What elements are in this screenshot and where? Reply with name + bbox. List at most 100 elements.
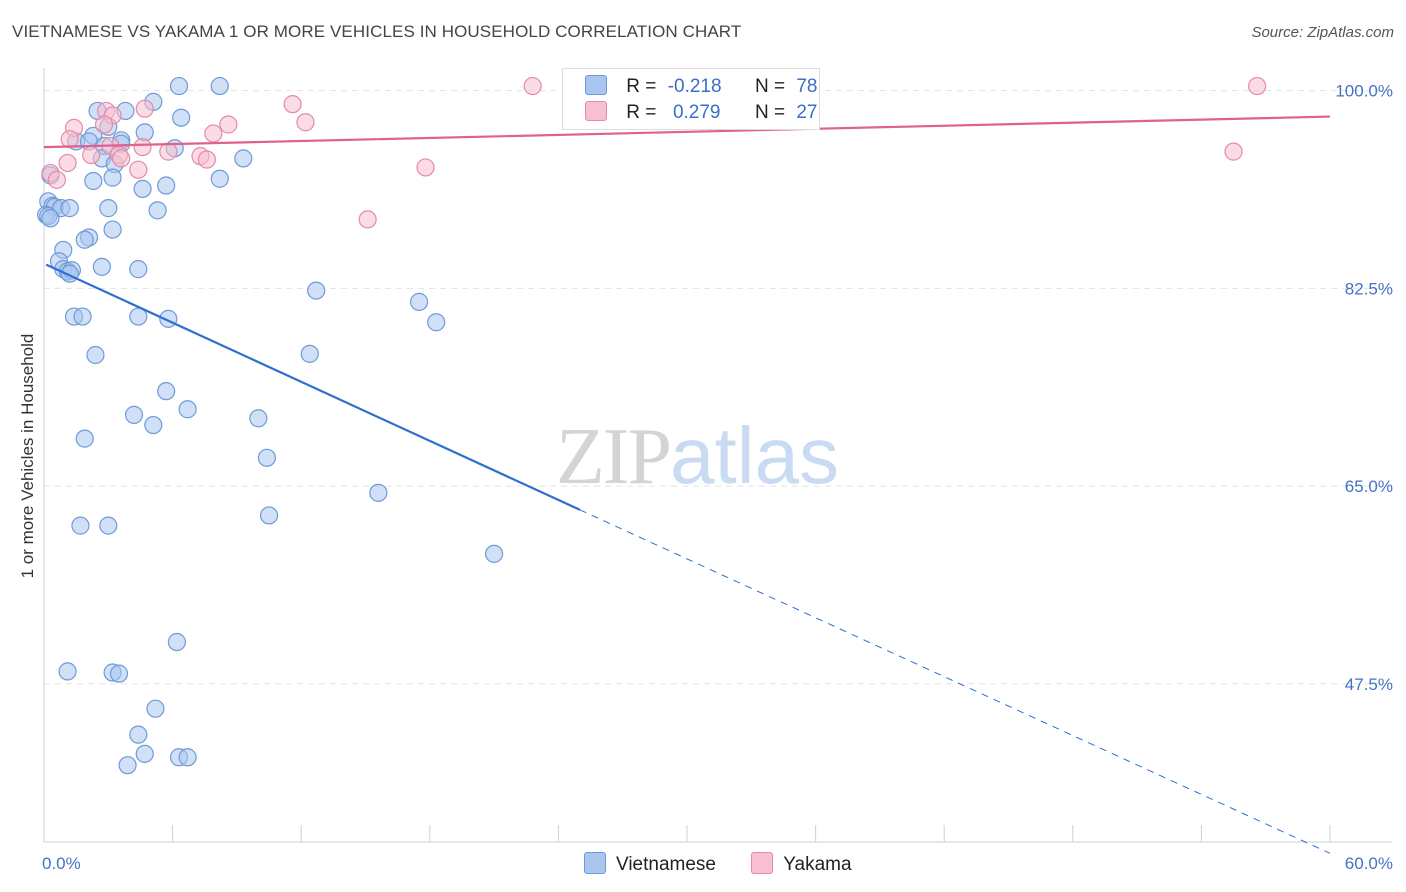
vietnamese-point: [92, 257, 111, 276]
source-label: Source: ZipAtlas.com: [1251, 24, 1394, 41]
yakama-point: [60, 130, 79, 149]
chart-title: VIETNAMESE VS YAKAMA 1 OR MORE VEHICLES …: [12, 22, 742, 41]
y-tick-label: 82.5%: [1345, 279, 1393, 298]
yakama-swatch: [585, 101, 607, 121]
watermark-atlas: atlas: [670, 411, 839, 500]
legend-item-yakama: Yakama: [751, 852, 852, 876]
vietnamese-point: [75, 230, 94, 249]
yakama-point: [112, 149, 131, 168]
vietnamese-point: [369, 483, 388, 502]
legend-label-vietnamese: Vietnamese: [616, 854, 716, 875]
vietnamese-point: [257, 448, 277, 467]
vietnamese-point: [99, 516, 118, 535]
y-tick-label: 100.0%: [1335, 82, 1393, 101]
yakama-point: [159, 142, 178, 161]
vietnamese-point: [75, 429, 94, 448]
vietnamese-point: [129, 260, 148, 279]
n-value: 78: [796, 76, 818, 97]
vietnamese-point: [133, 179, 152, 199]
vietnamese-point: [103, 168, 122, 187]
y-tick-label: 47.5%: [1345, 675, 1393, 694]
gridlines: [44, 90, 1392, 685]
vietnamese-point: [157, 382, 176, 401]
trend-lines: [43, 115, 1331, 854]
vietnamese-point: [86, 345, 105, 365]
vietnamese-point: [124, 405, 144, 424]
vietnamese-point: [234, 149, 253, 168]
vietnamese-point: [60, 199, 79, 218]
n-value: 27: [796, 102, 818, 123]
vietnamese-point: [249, 409, 268, 428]
yakama-point: [358, 210, 377, 229]
yakama-point: [283, 95, 302, 114]
vietnamese-point: [307, 281, 326, 300]
vietnamese-point: [409, 292, 429, 311]
n-label: N =: [754, 76, 786, 97]
vietnamese-point: [135, 744, 154, 763]
legend-label-yakama: Yakama: [783, 854, 852, 875]
yakama-point: [1224, 142, 1243, 161]
legend-row-vietnamese: R = -0.218 N = 78: [585, 75, 817, 99]
yakama-point: [416, 158, 435, 177]
yakama-point: [47, 170, 66, 189]
vietnamese-point: [259, 506, 279, 525]
vietnamese-point: [41, 209, 60, 228]
yakama-point: [296, 113, 315, 132]
legend-item-vietnamese: Vietnamese: [584, 852, 716, 876]
yakama-point: [219, 115, 238, 134]
yakama-point: [133, 137, 152, 157]
axes: [43, 68, 1392, 843]
vietnamese-point: [129, 725, 148, 744]
vietnamese-point: [84, 171, 103, 191]
yakama-point: [135, 99, 154, 118]
x-tick-label: 60.0%: [1345, 854, 1393, 873]
yakama-point: [197, 150, 216, 169]
vietnamese-trend-line: [45, 263, 581, 511]
yakama-point: [58, 153, 77, 173]
vietnamese-point: [172, 108, 191, 127]
vietnamese-point: [99, 199, 118, 218]
vietnamese-swatch: [585, 75, 607, 95]
vietnamese-point: [167, 632, 186, 652]
vietnamese-point: [485, 544, 504, 563]
stats-legend: R = -0.218 N = 78 R = 0.279 N = 27: [562, 68, 820, 130]
r-label: R =: [626, 102, 657, 123]
tick-labels: 100.0% 82.5% 65.0% 47.5% 0.0% 60.0%: [42, 82, 1393, 873]
vietnamese-point: [118, 756, 137, 775]
yakama-point: [1248, 76, 1267, 96]
vietnamese-point: [144, 415, 163, 435]
yakama-point: [94, 115, 114, 134]
vietnamese-point: [210, 76, 229, 96]
yakama-point: [204, 124, 223, 143]
series-legend: Vietnamese Yakama: [584, 852, 882, 876]
vietnamese-point: [103, 220, 122, 239]
legend-row-yakama: R = 0.279 N = 27: [585, 101, 817, 125]
vietnamese-point: [71, 516, 90, 535]
yakama-swatch: [751, 852, 774, 874]
yakama-point: [523, 76, 542, 96]
yakama-point: [82, 145, 101, 165]
r-value: 0.279: [667, 102, 721, 123]
vietnamese-point: [148, 201, 167, 220]
vietnamese-point: [178, 400, 197, 419]
yakama-point: [129, 160, 148, 179]
data-points: [37, 76, 1267, 775]
vietnamese-point: [146, 699, 165, 718]
y-tick-label: 65.0%: [1345, 477, 1393, 496]
vietnamese-point: [210, 169, 229, 188]
r-value: -0.218: [667, 76, 722, 97]
yakama-trend-line: [43, 115, 1331, 149]
vietnamese-trend-extension: [579, 509, 1331, 854]
vietnamese-point: [300, 344, 319, 363]
vietnamese-point: [169, 76, 189, 96]
vietnamese-point: [427, 313, 446, 332]
n-label: N =: [754, 102, 786, 123]
vietnamese-point: [109, 664, 129, 683]
r-label: R =: [626, 76, 657, 97]
vietnamese-point: [58, 662, 77, 681]
vietnamese-swatch: [584, 852, 606, 874]
vietnamese-point: [73, 307, 92, 326]
x-tick-label: 0.0%: [42, 854, 81, 873]
vietnamese-point: [178, 748, 197, 767]
